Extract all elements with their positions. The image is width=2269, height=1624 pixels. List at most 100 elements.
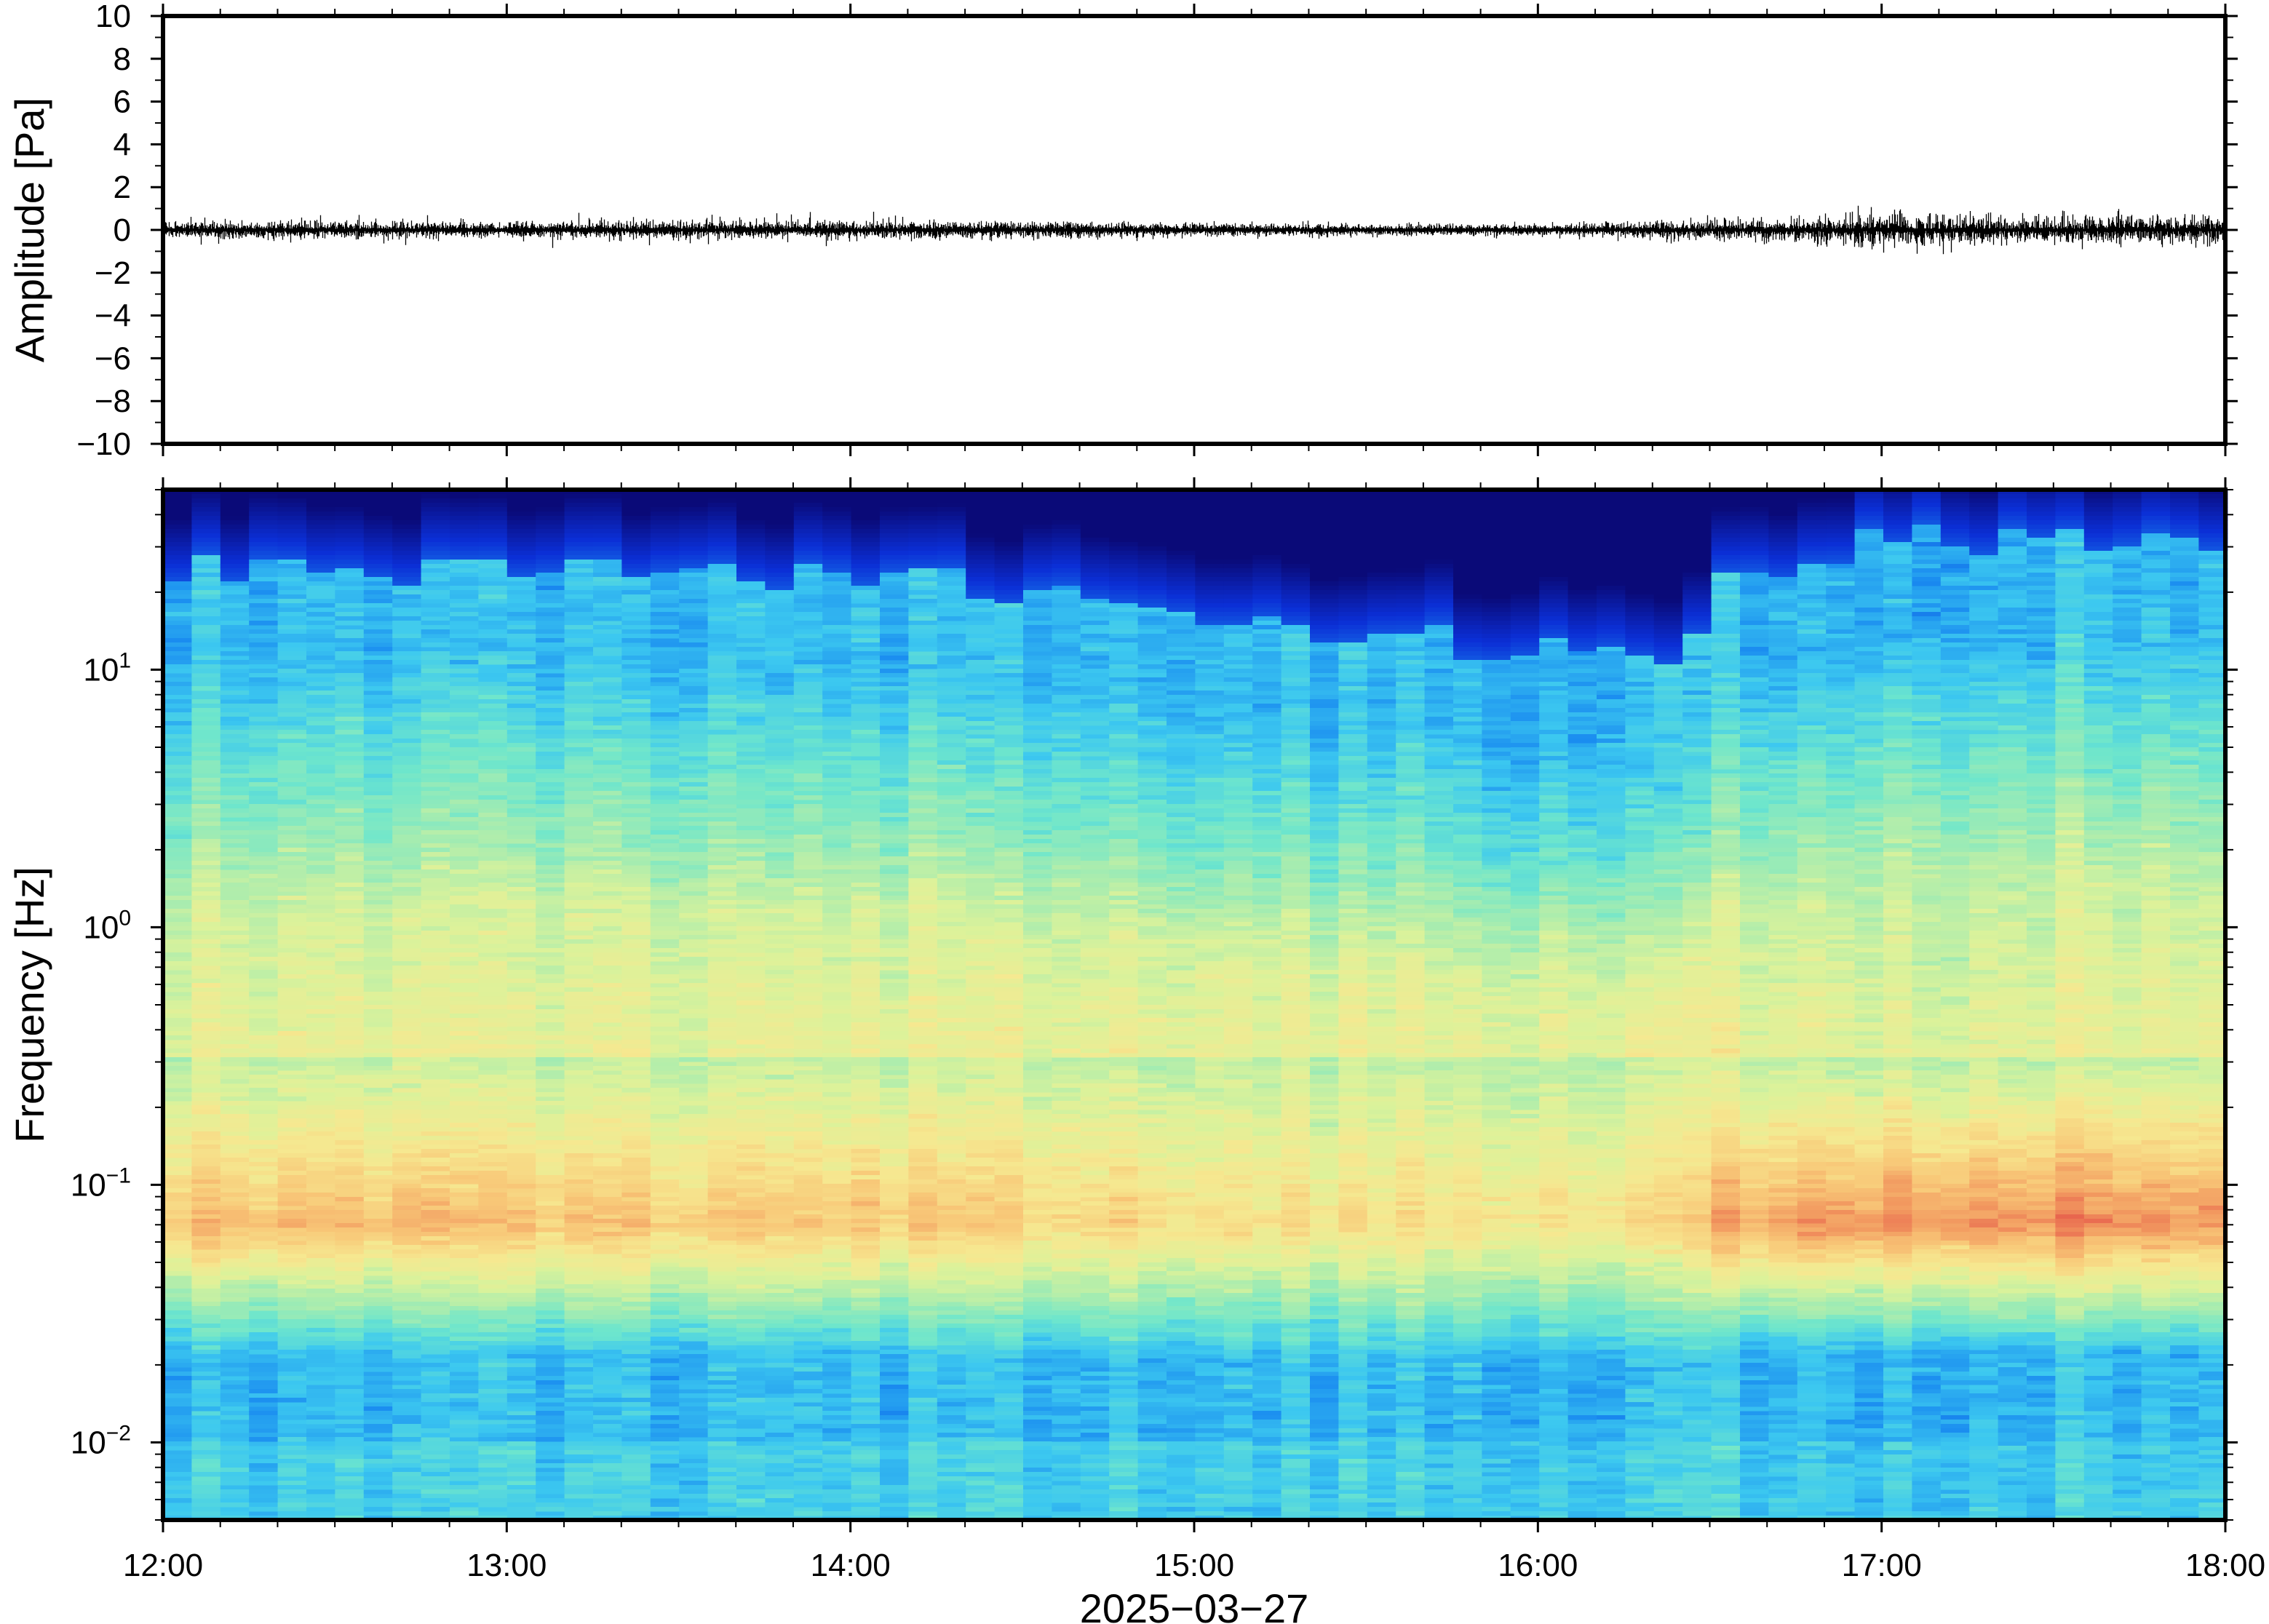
spectrogram-column	[421, 490, 450, 1521]
spectrogram-column	[707, 490, 737, 1521]
spectrogram-column	[1510, 490, 1540, 1521]
spectrogram-column	[1539, 490, 1569, 1521]
spectrogram-column	[2083, 490, 2113, 1521]
spectrogram-column	[1998, 490, 2027, 1521]
spectrogram-column	[1281, 490, 1311, 1521]
spectrogram-column	[1052, 490, 1081, 1521]
waveform-y-tick-label: 2	[114, 170, 131, 205]
waveform-y-tick-label: 4	[114, 127, 131, 162]
spectrogram-column	[2113, 490, 2142, 1521]
spectrogram-column	[2170, 490, 2199, 1521]
spectrogram-column	[908, 490, 938, 1521]
spectrogram-column	[1969, 490, 1999, 1521]
spectrogram-column	[1826, 490, 1856, 1521]
spectrogram-x-tick-label: 16:00	[1498, 1548, 1578, 1583]
spectrogram-column	[1424, 490, 1454, 1521]
spectrogram-column	[1740, 490, 1769, 1521]
spectrogram-y-tick-label: 10−1	[71, 1163, 131, 1203]
spectrogram-x-tick-label: 15:00	[1154, 1548, 1234, 1583]
waveform-y-tick-label: 6	[114, 84, 131, 120]
spectrogram-column	[1912, 490, 1942, 1521]
spectrogram-x-tick-label: 17:00	[1842, 1548, 1922, 1583]
spectrogram-y-tick-label: 101	[83, 648, 131, 688]
spectrogram-column	[1338, 490, 1368, 1521]
spectrogram-column	[1768, 490, 1798, 1521]
waveform-y-tick-label: −10	[76, 426, 131, 462]
waveform-y-tick-label: 0	[114, 212, 131, 248]
spectrogram-column	[2141, 490, 2171, 1521]
spectrogram-y-axis-title: Frequency [Hz]	[7, 867, 52, 1143]
spectrogram-column	[220, 490, 250, 1521]
spectrogram-column	[564, 490, 594, 1521]
spectrogram-column	[1453, 490, 1482, 1521]
spectrogram-x-axis-title: 2025−03−27	[1080, 1585, 1309, 1624]
spectrogram-column	[966, 490, 996, 1521]
spectrogram-x-tick-label: 13:00	[466, 1548, 547, 1583]
spectrogram-column	[1310, 490, 1339, 1521]
spectrogram-x-tick-label: 18:00	[2185, 1548, 2265, 1583]
spectrogram-column	[822, 490, 852, 1521]
waveform-y-tick-labels: 10 8 6 4 2 0 −2 −4 −6 −8 −10	[76, 0, 131, 462]
spectrogram-panel: 101 100 10−1 10−2 12:00 13:00 14:00 15:00 16:00…	[7, 477, 2265, 1624]
spectrogram-column	[1167, 490, 1196, 1521]
spectrogram-column	[1080, 490, 1110, 1521]
spectrogram-column	[249, 490, 279, 1521]
spectrogram-column	[306, 490, 335, 1521]
spectrogram-image	[163, 490, 2228, 1521]
spectrogram-x-tick-labels: 12:00 13:00 14:00 15:00 16:00 17:00 18:00	[123, 1548, 2265, 1583]
spectrogram-x-tick-label: 12:00	[123, 1548, 203, 1583]
spectrogram-column	[593, 490, 622, 1521]
spectrogram-column	[277, 490, 307, 1521]
spectrogram-column	[335, 490, 365, 1521]
spectrogram-frame	[161, 487, 2228, 1522]
waveform-y-axis-title: Amplitude [Pa]	[7, 97, 52, 362]
spectrogram-column	[2055, 490, 2085, 1521]
spectrogram-column	[1023, 490, 1052, 1521]
spectrogram-column	[1367, 490, 1396, 1521]
spectrogram-x-tick-label: 14:00	[811, 1548, 891, 1583]
spectrogram-column	[2027, 490, 2056, 1521]
waveform-y-tick-label: −8	[95, 383, 131, 419]
spectrogram-column	[450, 490, 479, 1521]
spectrogram-column	[392, 490, 422, 1521]
spectrogram-column	[994, 490, 1024, 1521]
spectrogram-column	[1711, 490, 1741, 1521]
spectrogram-column	[1597, 490, 1626, 1521]
spectrogram-y-tick-label: 100	[83, 906, 131, 945]
spectrogram-column	[1396, 490, 1426, 1521]
spectrogram-column	[937, 490, 966, 1521]
spectrogram-column	[736, 490, 766, 1521]
spectrogram-column	[536, 490, 565, 1521]
spectrogram-column	[1252, 490, 1282, 1521]
spectrogram-column	[506, 490, 536, 1521]
spectrogram-column	[363, 490, 393, 1521]
spectrogram-column	[1195, 490, 1225, 1521]
spectrogram-column	[1854, 490, 1884, 1521]
spectrogram-column	[880, 490, 909, 1521]
spectrogram-column	[679, 490, 709, 1521]
waveform-y-tick-label: 10	[95, 0, 131, 34]
spectrogram-column	[191, 490, 221, 1521]
waveform-panel: 10 8 6 4 2 0 −2 −4 −6 −8 −10 Amplitude [Pa]	[7, 0, 2238, 462]
waveform-y-tick-label: 8	[114, 41, 131, 77]
spectrogram-column	[1883, 490, 1912, 1521]
waveform-frame	[161, 14, 2228, 446]
spectrogram-column	[765, 490, 795, 1521]
spectrogram-column	[478, 490, 508, 1521]
spectrogram-column	[793, 490, 823, 1521]
spectrogram-column	[1567, 490, 1597, 1521]
spectrogram-column	[1682, 490, 1712, 1521]
spectrogram-column	[1625, 490, 1655, 1521]
waveform-y-tick-label: −2	[95, 255, 131, 291]
spectrogram-column	[1797, 490, 1827, 1521]
spectrogram-y-tick-labels: 101 100 10−1 10−2	[71, 648, 131, 1460]
spectrogram-column	[163, 490, 192, 1521]
spectrogram-column	[1653, 490, 1683, 1521]
spectrogram-column	[621, 490, 651, 1521]
spectrogram-column	[1109, 490, 1139, 1521]
spectrogram-column	[1482, 490, 1511, 1521]
waveform-y-tick-label: −4	[95, 298, 131, 334]
spectrogram-column	[650, 490, 680, 1521]
spectrogram-column	[1940, 490, 1970, 1521]
